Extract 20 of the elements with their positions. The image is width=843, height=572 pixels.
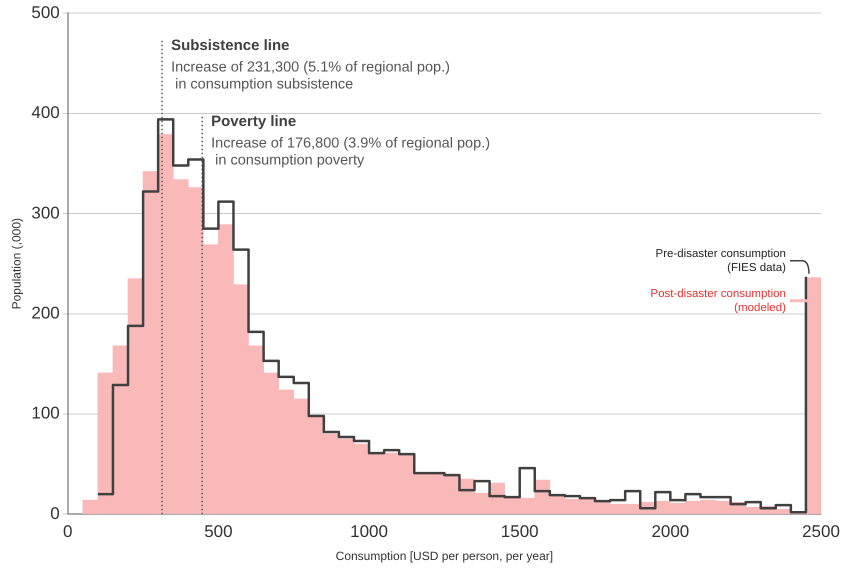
y-tick-label: 100 <box>31 404 60 423</box>
x-tick-label: 1500 <box>500 522 539 542</box>
x-tick-label: 500 <box>204 522 233 542</box>
legend-label: Pre-disaster consumption (FIES data) <box>656 248 786 274</box>
y-tick-label: 200 <box>31 303 60 322</box>
ref-line-label: Subsistence line <box>171 36 290 54</box>
y-tick-label: 400 <box>31 103 60 122</box>
legend-label: Post-disaster consumption (modeled) <box>650 288 786 314</box>
y-axis-title: Population (,000) <box>10 218 24 310</box>
annotation: Increase of 176,800 (3.9% of regional pop.) in consumption poverty <box>211 136 490 169</box>
ref-line-label: Poverty line <box>211 113 296 130</box>
x-tick-label: 2500 <box>802 522 840 542</box>
y-tick-label: 500 <box>31 2 60 22</box>
x-axis-title: Consumption [USD per person, per year] <box>336 549 554 564</box>
x-tick-label: 0 <box>63 522 72 542</box>
annotation: Increase of 231,300 (5.1% of regional pop.) in consumption subsistence <box>171 60 450 92</box>
y-tick-label: 300 <box>31 203 60 222</box>
y-tick-label: 0 <box>50 504 60 523</box>
x-tick-label: 2000 <box>651 522 690 542</box>
x-tick-label: 1000 <box>350 522 388 542</box>
